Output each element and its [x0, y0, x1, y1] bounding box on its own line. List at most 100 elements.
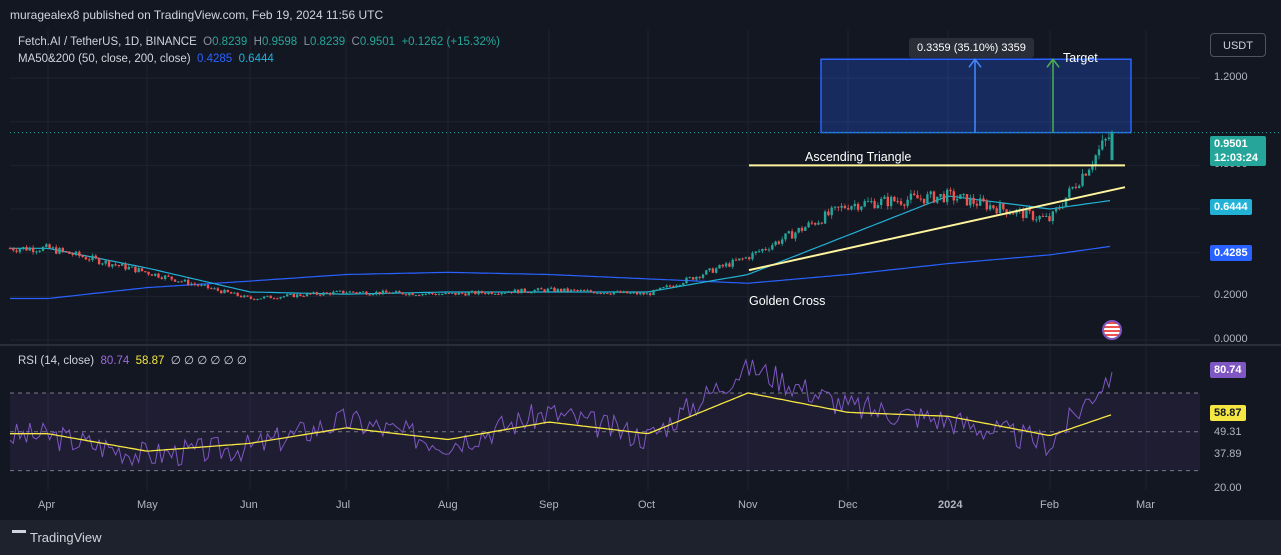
rsi-legend[interactable]: RSI (14, close) 80.74 58.87 ∅ ∅ ∅ ∅ ∅ ∅ — [18, 353, 247, 367]
candle-body — [243, 295, 246, 298]
candle-body — [658, 287, 662, 290]
ascending-triangle-lines — [748, 164, 1126, 272]
candle-body — [378, 291, 381, 295]
candle-body — [949, 189, 952, 192]
candle-body — [903, 204, 906, 206]
candle-body — [507, 292, 510, 294]
candle-body — [738, 258, 741, 261]
candle-body — [741, 258, 744, 260]
candle-body — [253, 298, 256, 300]
candle-body — [434, 293, 437, 295]
candle-body — [863, 201, 866, 207]
measure-label: 0.3359 (35.10%) 3359 — [909, 38, 1034, 58]
candle-body — [480, 291, 484, 294]
time-tick-label: Jun — [240, 499, 258, 511]
candle-body — [338, 290, 342, 292]
candle-body — [883, 196, 886, 199]
candle-body — [404, 294, 408, 296]
candle-body — [850, 206, 853, 210]
candle-body — [441, 294, 444, 296]
candle-body — [1074, 186, 1078, 188]
currency-button[interactable]: USDT — [1210, 33, 1266, 57]
candle-body — [8, 248, 12, 250]
candle-body — [975, 203, 979, 206]
candle-body — [84, 257, 88, 260]
candle-body — [955, 198, 959, 201]
candle-body — [870, 201, 873, 203]
candle-body — [751, 253, 754, 260]
candle-body — [823, 211, 827, 224]
candle-body — [899, 201, 903, 205]
candle-body — [1058, 208, 1061, 210]
candle-body — [183, 279, 187, 282]
candle-body — [1087, 169, 1091, 176]
candle-body — [536, 288, 540, 291]
candle-body — [328, 292, 332, 295]
tradingview-logo[interactable]: TradingView — [12, 529, 102, 545]
candle-body — [38, 250, 41, 252]
candle-body — [814, 223, 817, 225]
time-tick-label: Mar — [1136, 499, 1155, 511]
candle-body — [1035, 219, 1038, 221]
open-label: O — [203, 36, 213, 48]
candle-body — [579, 290, 583, 292]
candle-body — [71, 253, 74, 255]
candle-body — [767, 249, 771, 251]
measure-arrowhead — [968, 58, 982, 68]
candle-body — [157, 273, 160, 278]
candle-body — [411, 293, 414, 296]
candle-body — [279, 297, 282, 299]
candle-body — [1041, 216, 1045, 218]
candle-body — [592, 291, 596, 294]
time-tick-label: Jul — [336, 499, 351, 511]
candle-body — [190, 283, 193, 285]
candle-body — [474, 291, 477, 295]
candle-body — [922, 198, 926, 204]
candle-body — [61, 248, 64, 252]
candle-body — [451, 292, 454, 294]
candle-body — [391, 292, 394, 294]
candle-body — [635, 292, 639, 295]
main-chart[interactable] — [0, 0, 1281, 520]
candle-body — [952, 191, 955, 201]
candle-body — [860, 206, 863, 210]
candle-body — [216, 288, 220, 291]
candle-body — [375, 291, 378, 295]
candle-body — [239, 295, 243, 298]
candle-body — [22, 247, 25, 250]
candle-body — [160, 277, 163, 279]
candle-body — [484, 293, 487, 295]
candle-body — [804, 227, 807, 231]
candle-body — [530, 292, 533, 294]
candle-body — [289, 293, 292, 295]
time-tick-label: Dec — [838, 499, 858, 511]
target-rect — [820, 58, 1132, 134]
candle-body — [454, 292, 457, 295]
symbol-legend[interactable]: Fetch.AI / TetherUS, 1D, BINANCE O0.8239… — [18, 36, 500, 48]
candle-body — [467, 292, 470, 296]
change-value: +0.1262 (+15.32%) — [401, 36, 500, 48]
us-flag-icon[interactable] — [1102, 320, 1122, 340]
candle-body — [678, 284, 682, 286]
candle-body — [107, 260, 111, 267]
candle-body — [193, 283, 196, 285]
candle-body — [1038, 216, 1041, 220]
ma-legend[interactable]: MA50&200 (50, close, 200, close) 0.4285 … — [18, 53, 274, 65]
candle-body — [761, 248, 764, 252]
candle-body — [685, 277, 688, 284]
ma50-line — [10, 195, 1111, 295]
candle-body — [526, 292, 530, 294]
candle-body — [332, 291, 335, 295]
candle-body — [866, 201, 870, 203]
candle-body — [691, 277, 695, 280]
close-value: 0.9501 — [359, 36, 396, 48]
candle-body — [1107, 137, 1111, 139]
candle-body — [134, 266, 137, 273]
rsi-band — [10, 392, 1200, 472]
candle-body — [381, 290, 385, 295]
candle-body — [130, 266, 134, 268]
candle-body — [200, 284, 203, 286]
time-tick-label: Sep — [539, 499, 559, 511]
candle-body — [493, 293, 497, 295]
candle-body — [196, 284, 200, 286]
